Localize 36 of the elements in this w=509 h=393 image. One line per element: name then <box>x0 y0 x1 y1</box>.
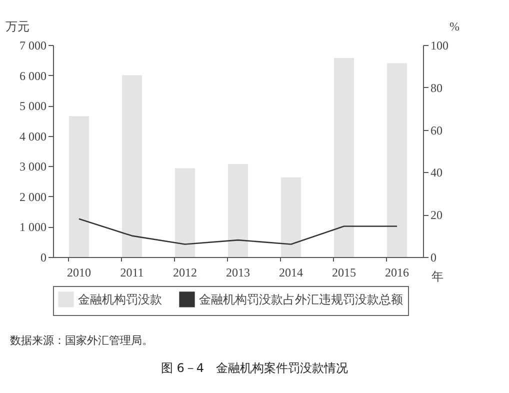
y-tick-label: 3 000 <box>20 160 46 174</box>
x-tick-label: 2015 <box>332 266 356 280</box>
bar <box>174 168 196 257</box>
bar <box>228 164 248 257</box>
x-axis-title: 年 <box>432 270 444 284</box>
y-tick-label: 2 000 <box>20 190 46 204</box>
y-tick-label: 7 000 <box>20 38 46 52</box>
y-tick-label: 0 <box>40 250 46 264</box>
y2-tick-label: 0 <box>430 250 436 264</box>
bar <box>68 116 90 257</box>
y-tick-label: 1 000 <box>20 220 46 234</box>
bar <box>122 75 142 257</box>
x-tick-label: 2010 <box>66 266 91 280</box>
y2-axis-title: % <box>450 20 460 34</box>
x-tick-label: 2016 <box>385 266 410 280</box>
y-axis-title: 万元 <box>6 20 30 34</box>
x-tick-label: 2014 <box>279 266 304 280</box>
x-tick-label: 2013 <box>226 266 250 280</box>
text: 图 6－4 金融机构案件罚没款情况 <box>160 360 350 377</box>
x-tick-label: 2012 <box>172 266 197 280</box>
bar <box>280 177 302 257</box>
y2-tick-label: 80 <box>430 80 442 95</box>
x-tick-label: 2011 <box>120 266 144 280</box>
legend-label: 金融机构罚没款 <box>78 292 162 306</box>
legend-label: 金融机构罚没款占外汇违规罚没款总额 <box>199 292 403 306</box>
y2-tick-label: 40 <box>430 166 442 180</box>
y-tick-label: 6 000 <box>20 68 46 83</box>
source-note: 数据来源：国家外汇管理局。 <box>10 334 153 348</box>
y2-tick-label: 100 <box>430 38 448 52</box>
y2-tick-label: 60 <box>430 123 442 138</box>
bar <box>334 58 354 257</box>
y2-tick-label: 20 <box>430 208 442 222</box>
bar <box>386 63 408 257</box>
line-series <box>78 218 398 245</box>
y-tick-label: 4 000 <box>20 129 46 144</box>
y-tick-label: 5 000 <box>20 99 46 114</box>
